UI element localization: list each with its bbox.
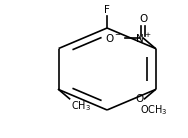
Text: $\mathregular{N}^+$: $\mathregular{N}^+$ — [135, 32, 152, 45]
Text: OCH$_3$: OCH$_3$ — [140, 103, 168, 117]
Text: CH$_3$: CH$_3$ — [70, 99, 91, 113]
Text: O: O — [139, 14, 147, 24]
Text: F: F — [104, 5, 110, 15]
Text: $\mathregular{O}^-$: $\mathregular{O}^-$ — [105, 32, 121, 44]
Text: O: O — [135, 95, 144, 104]
